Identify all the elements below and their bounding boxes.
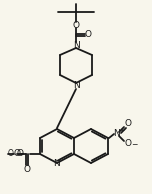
Text: O: O xyxy=(73,21,79,29)
Text: N: N xyxy=(53,159,59,169)
Text: +: + xyxy=(119,127,125,133)
Text: O: O xyxy=(124,139,131,148)
Text: O: O xyxy=(85,30,92,39)
Text: −: − xyxy=(131,140,137,150)
Text: N: N xyxy=(114,130,120,139)
Text: O: O xyxy=(17,150,24,158)
Text: O: O xyxy=(24,165,31,173)
Text: N: N xyxy=(73,81,79,90)
Text: N: N xyxy=(73,41,79,49)
Text: O: O xyxy=(8,150,14,158)
Text: O: O xyxy=(14,150,21,158)
Text: O: O xyxy=(124,120,131,128)
